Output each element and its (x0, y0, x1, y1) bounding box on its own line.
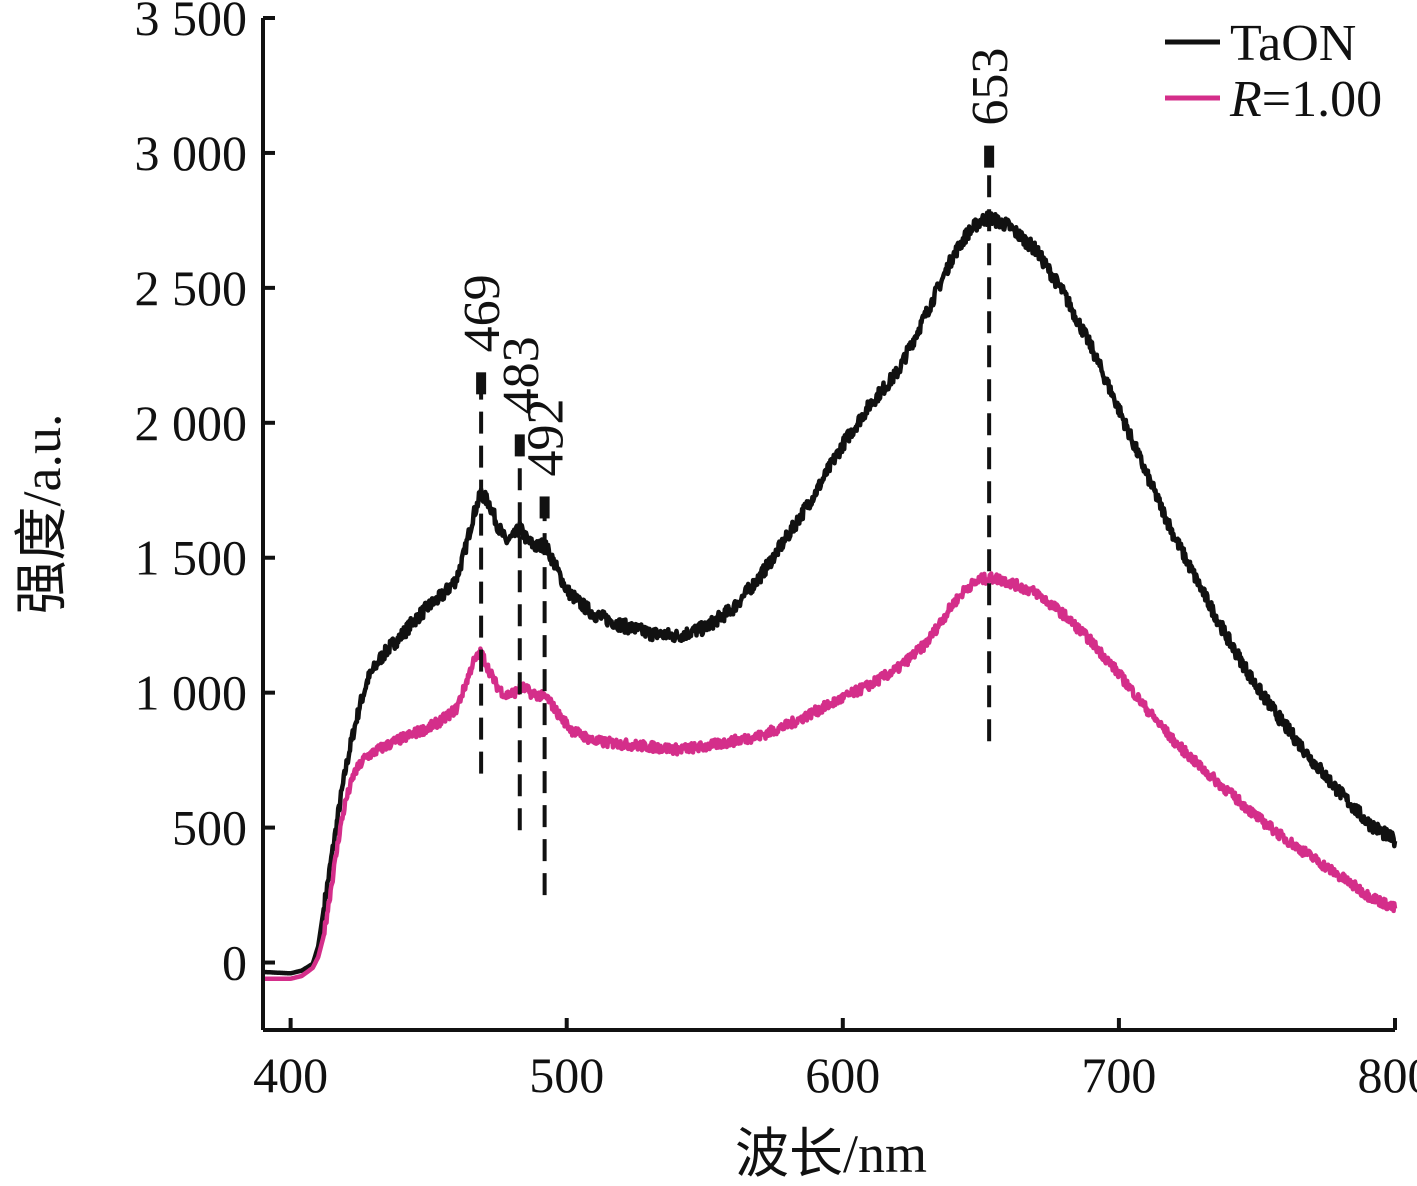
peak-marker (540, 496, 550, 518)
y-tick-label: 2 000 (135, 395, 248, 451)
x-tick-label: 400 (253, 1047, 328, 1103)
y-tick-label: 500 (172, 800, 247, 856)
peak-marker (476, 372, 486, 394)
y-axis-title: 强度/a.u. (12, 414, 72, 615)
y-tick-label: 1 000 (135, 665, 248, 721)
y-tick-label: 2 500 (135, 260, 248, 316)
x-tick-label: 500 (529, 1047, 604, 1103)
x-tick-label: 800 (1358, 1047, 1417, 1103)
x-tick-label: 600 (805, 1047, 880, 1103)
series-line-taon (263, 213, 1395, 974)
y-tick-label: 0 (222, 935, 247, 991)
x-tick-label: 700 (1081, 1047, 1156, 1103)
peak-label-653: 653 (962, 48, 1019, 126)
axes-layer (263, 18, 1395, 1030)
y-tick-label: 3 500 (135, 0, 248, 46)
peak-marker (984, 146, 994, 168)
peak-label-492: 492 (518, 398, 575, 476)
series-layer (263, 213, 1395, 979)
y-tick-label: 3 000 (135, 125, 248, 181)
legend-label: TaON (1230, 15, 1356, 72)
legend-label: R=1.00 (1229, 71, 1382, 128)
x-axis-title: 波长/nm (735, 1124, 927, 1181)
y-tick-label: 1 500 (135, 530, 248, 586)
